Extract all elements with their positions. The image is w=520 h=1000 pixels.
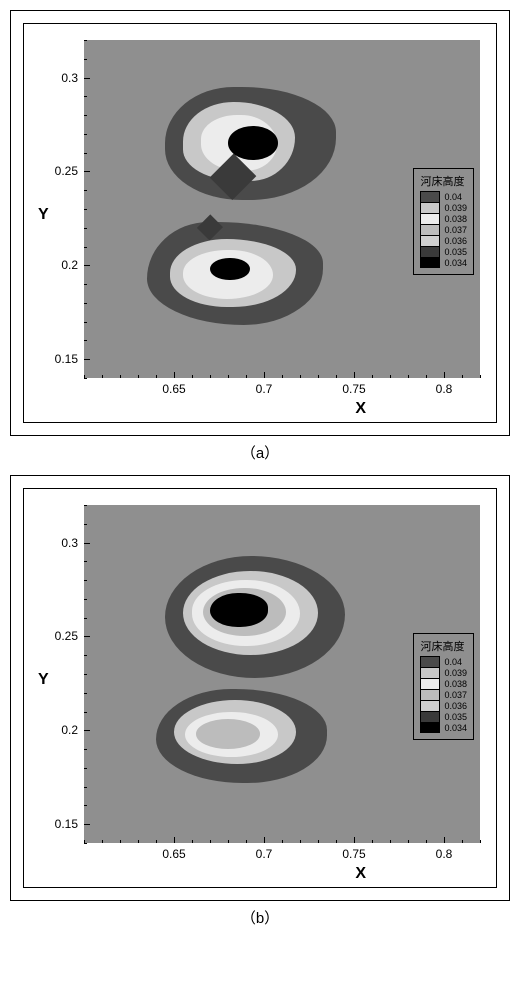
legend-swatch — [420, 700, 440, 711]
legend-item: 0.037 — [420, 689, 467, 700]
legend-item: 0.035 — [420, 711, 467, 722]
y-tick-label: 0.15 — [55, 352, 78, 366]
contour-region — [210, 593, 268, 627]
panel-b: 0.15 0.2 0.25 0.3 0.65 0.7 0.75 0.8 Y X 河床高度 0.0… — [10, 475, 510, 901]
legend-item: 0.039 — [420, 667, 467, 678]
legend-swatch — [420, 246, 440, 257]
legend-value: 0.035 — [444, 712, 467, 722]
legend-item: 0.035 — [420, 246, 467, 257]
legend-swatch — [420, 667, 440, 678]
legend-swatch — [420, 191, 440, 202]
legend-swatch — [420, 711, 440, 722]
y-tick-label: 0.25 — [55, 629, 78, 643]
legend-item: 0.036 — [420, 700, 467, 711]
legend-value: 0.04 — [444, 657, 462, 667]
y-axis-label-a: Y — [38, 206, 49, 224]
x-axis-label-a: X — [355, 400, 366, 418]
legend-item: 0.039 — [420, 202, 467, 213]
legend-value: 0.039 — [444, 668, 467, 678]
chart-a: 0.15 0.2 0.25 0.3 0.65 0.7 0.75 0.8 Y X 河床高度 0.0… — [23, 23, 497, 423]
x-tick-label: 0.8 — [436, 847, 453, 861]
legend-swatch — [420, 257, 440, 268]
legend-item: 0.034 — [420, 257, 467, 268]
x-tick-label: 0.7 — [256, 847, 273, 861]
legend-value: 0.037 — [444, 225, 467, 235]
x-tick-label: 0.75 — [342, 847, 365, 861]
legend-a: 河床高度 0.040.0390.0380.0370.0360.0350.034 — [413, 168, 474, 275]
legend-value: 0.038 — [444, 679, 467, 689]
chart-b: 0.15 0.2 0.25 0.3 0.65 0.7 0.75 0.8 Y X 河床高度 0.0… — [23, 488, 497, 888]
x-tick-label: 0.65 — [162, 382, 185, 396]
legend-swatch — [420, 656, 440, 667]
legend-value: 0.036 — [444, 236, 467, 246]
contour-region — [210, 258, 250, 281]
legend-title: 河床高度 — [420, 638, 467, 654]
legend-value: 0.035 — [444, 247, 467, 257]
y-tick-label: 0.3 — [61, 536, 78, 550]
legend-item: 0.036 — [420, 235, 467, 246]
panel-a-label: （a） — [10, 442, 510, 463]
legend-item: 0.04 — [420, 656, 467, 667]
legend-value: 0.034 — [444, 723, 467, 733]
legend-value: 0.038 — [444, 214, 467, 224]
legend-value: 0.036 — [444, 701, 467, 711]
x-tick-label: 0.7 — [256, 382, 273, 396]
legend-item: 0.038 — [420, 213, 467, 224]
legend-swatch — [420, 224, 440, 235]
legend-value: 0.04 — [444, 192, 462, 202]
legend-swatch — [420, 722, 440, 733]
y-tick-label: 0.15 — [55, 817, 78, 831]
panel-a: 0.15 0.2 0.25 0.3 0.65 0.7 0.75 0.8 Y X 河床高度 0.0… — [10, 10, 510, 436]
legend-value: 0.037 — [444, 690, 467, 700]
y-axis-label-b: Y — [38, 671, 49, 689]
legend-value: 0.039 — [444, 203, 467, 213]
legend-value: 0.034 — [444, 258, 467, 268]
legend-item: 0.038 — [420, 678, 467, 689]
legend-item: 0.034 — [420, 722, 467, 733]
legend-b: 河床高度 0.040.0390.0380.0370.0360.0350.034 — [413, 633, 474, 740]
legend-title: 河床高度 — [420, 173, 467, 189]
contour-region — [196, 719, 261, 749]
y-tick-label: 0.3 — [61, 71, 78, 85]
legend-swatch — [420, 678, 440, 689]
x-axis-label-b: X — [355, 865, 366, 883]
x-tick-label: 0.65 — [162, 847, 185, 861]
y-tick-label: 0.25 — [55, 164, 78, 178]
legend-swatch — [420, 235, 440, 246]
x-tick-label: 0.8 — [436, 382, 453, 396]
panel-b-label: （b） — [10, 907, 510, 928]
legend-swatch — [420, 213, 440, 224]
legend-swatch — [420, 202, 440, 213]
y-tick-label: 0.2 — [61, 723, 78, 737]
x-tick-label: 0.75 — [342, 382, 365, 396]
legend-swatch — [420, 689, 440, 700]
legend-item: 0.037 — [420, 224, 467, 235]
legend-item: 0.04 — [420, 191, 467, 202]
y-tick-label: 0.2 — [61, 258, 78, 272]
